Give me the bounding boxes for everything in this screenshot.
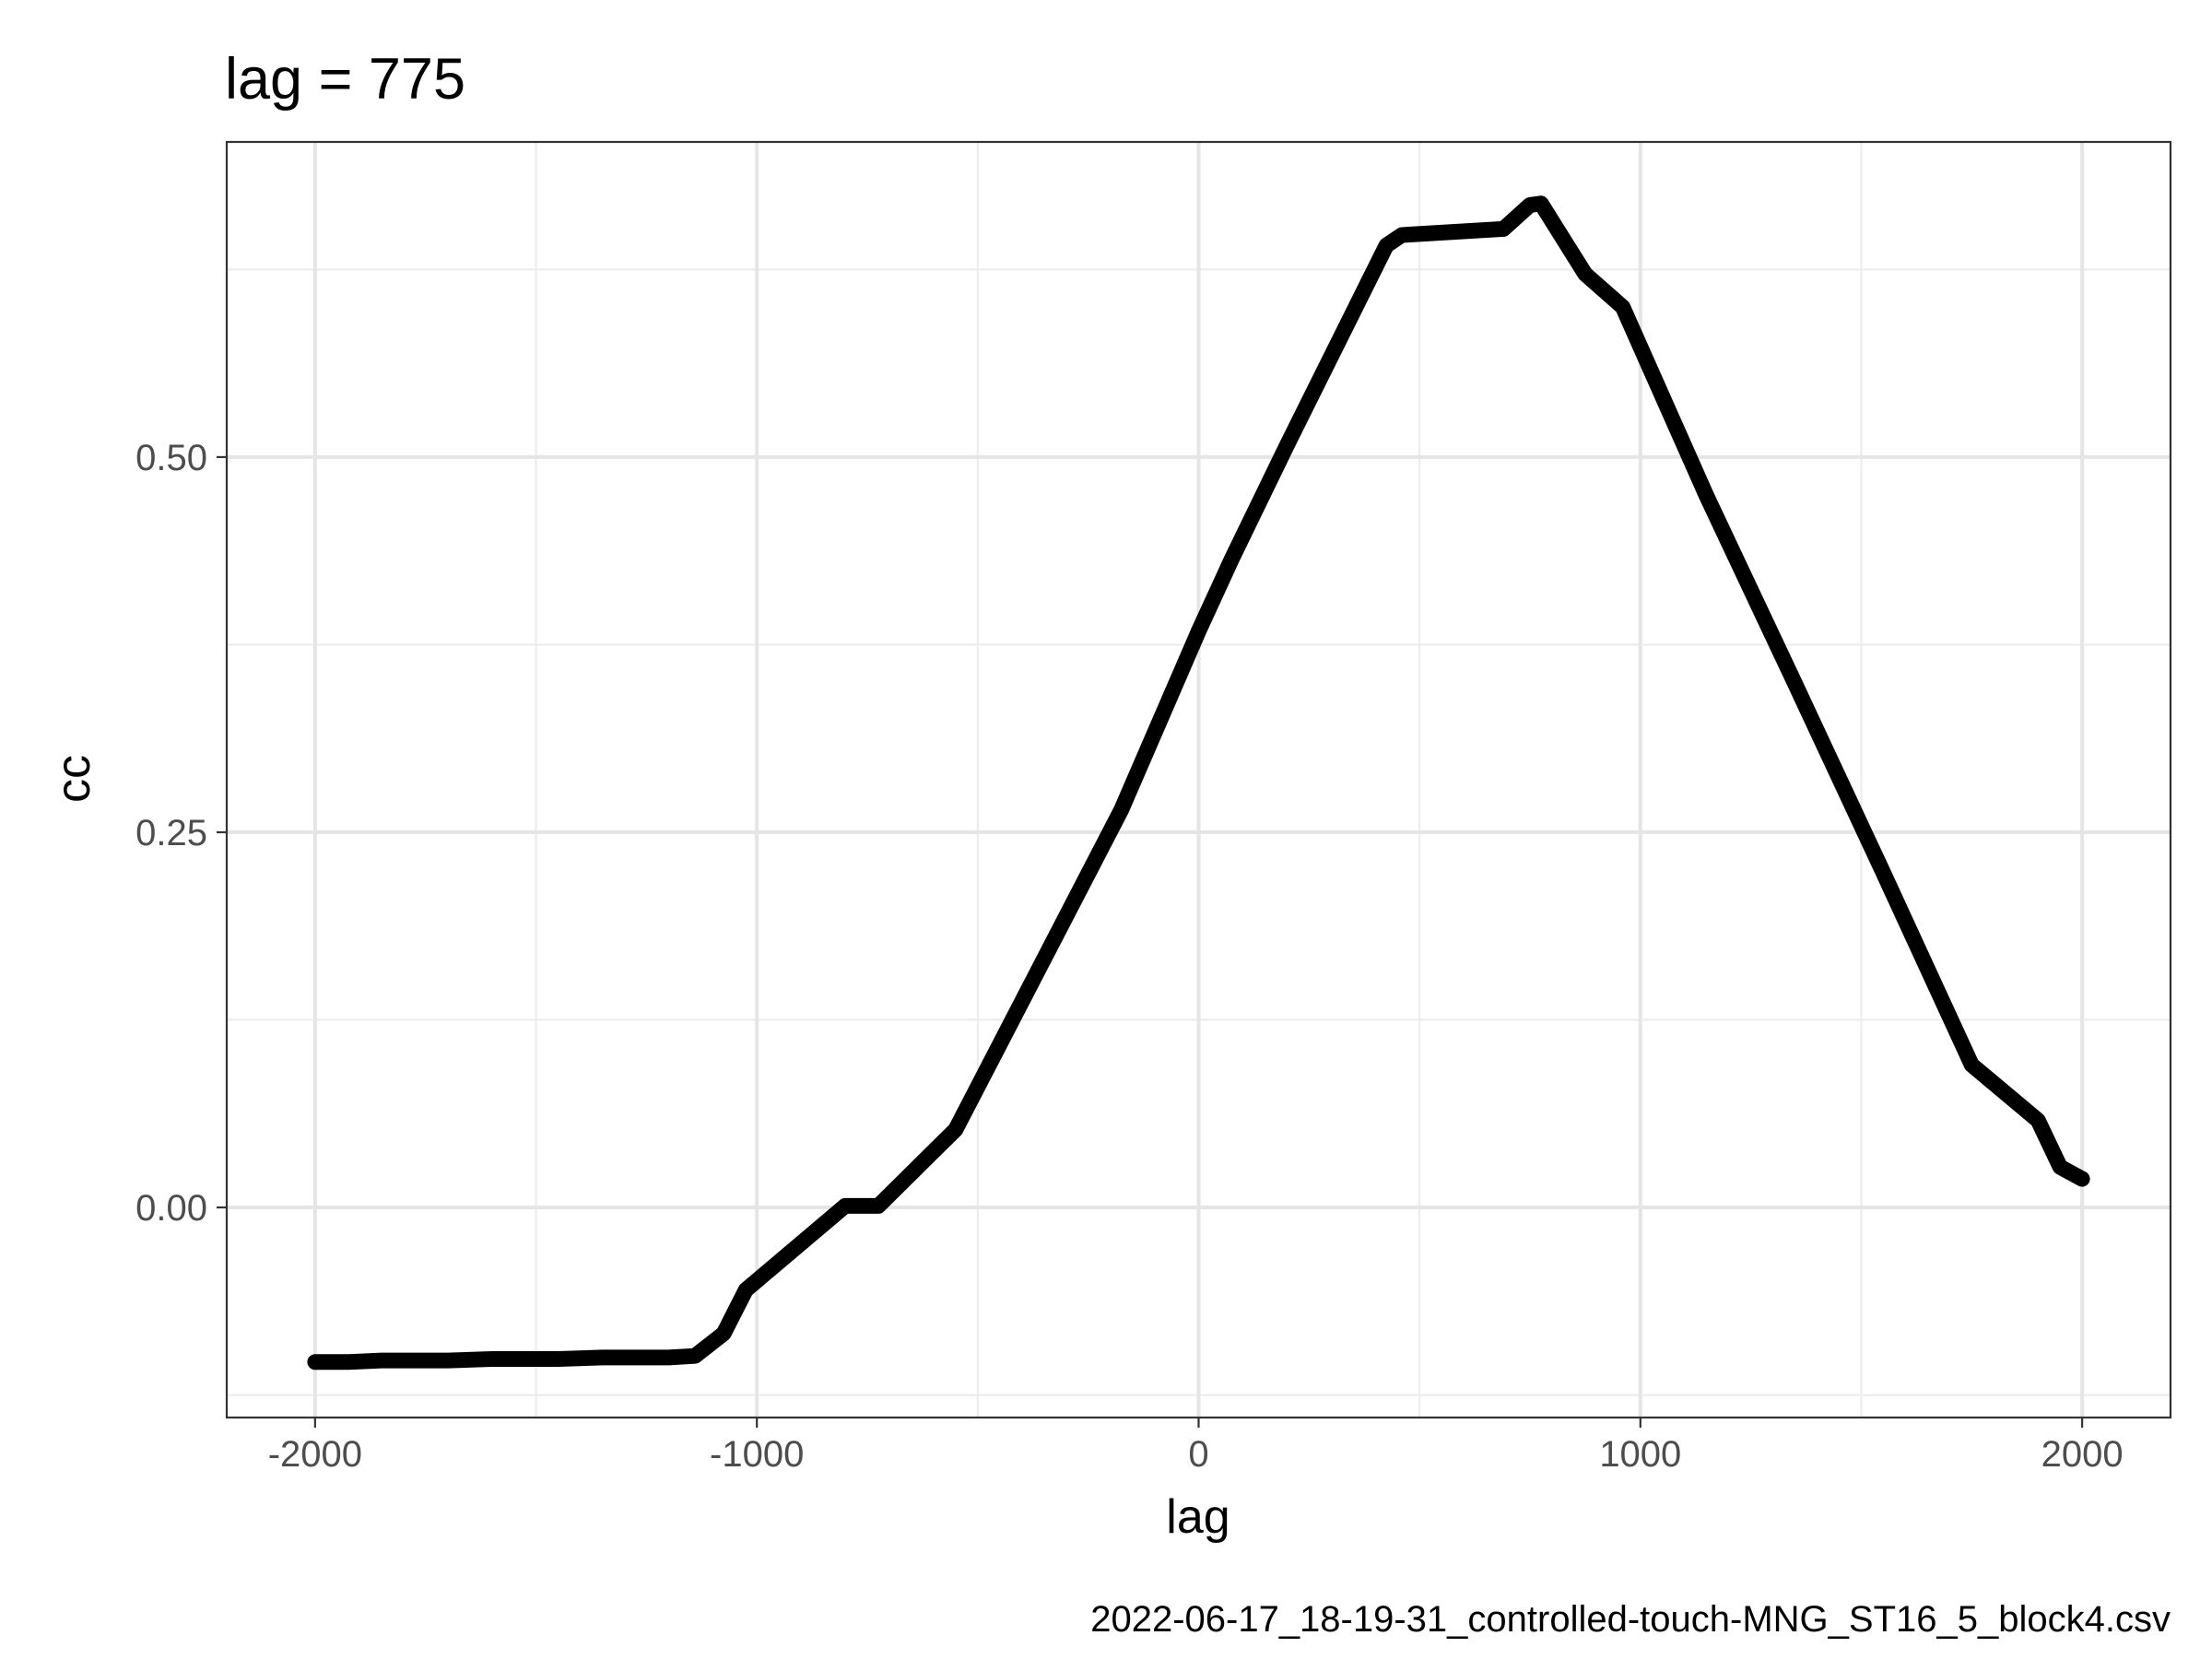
x-tick-label: 1000 (1599, 1434, 1681, 1475)
data-point (955, 1128, 957, 1130)
y-tick-label: 0.00 (135, 1188, 207, 1229)
x-tick-label: 2000 (2041, 1434, 2124, 1475)
x-tick-label: 0 (1188, 1434, 1208, 1475)
series-line-0 (307, 195, 2090, 1371)
data-point (447, 1359, 449, 1361)
data-point (381, 1359, 382, 1361)
x-tick-label: -1000 (710, 1434, 804, 1475)
major-gridlines (227, 142, 2171, 1418)
chart-title: lag = 775 (225, 47, 465, 112)
y-tick-label: 0.50 (135, 438, 207, 478)
data-point (1121, 809, 1123, 811)
data-point (1286, 444, 1288, 446)
y-axis: 0.00 0.25 0.50 (135, 438, 227, 1229)
data-point (1401, 234, 1403, 236)
data-point (1622, 306, 1624, 308)
data-point (694, 1355, 696, 1357)
data-point (601, 1357, 603, 1359)
data-point (347, 1361, 349, 1363)
data-point (1540, 203, 1542, 205)
data-point (1882, 872, 1884, 874)
data-point (1529, 204, 1531, 206)
series-layer (307, 195, 2090, 1371)
data-point (745, 1289, 747, 1291)
data-point (1385, 244, 1387, 246)
y-axis-title: cc (47, 755, 100, 803)
data-point (667, 1357, 669, 1359)
x-axis-title: lag (1166, 1490, 1230, 1544)
data-point (2059, 1166, 2061, 1168)
data-point (1198, 630, 1199, 632)
y-tick-label: 0.25 (135, 813, 207, 853)
x-axis: -2000 -1000 0 1000 2000 (268, 1418, 2124, 1475)
data-point (2081, 1178, 2083, 1180)
chart-caption: 2022-06-17_18-19-31_controlled-touch-MNG… (1090, 1599, 2171, 1640)
data-point (1794, 683, 1796, 685)
data-point (2037, 1120, 2039, 1122)
data-point (314, 1361, 316, 1363)
data-point (1584, 273, 1586, 275)
x-tick-label: -2000 (268, 1434, 362, 1475)
data-point (1706, 495, 1708, 497)
